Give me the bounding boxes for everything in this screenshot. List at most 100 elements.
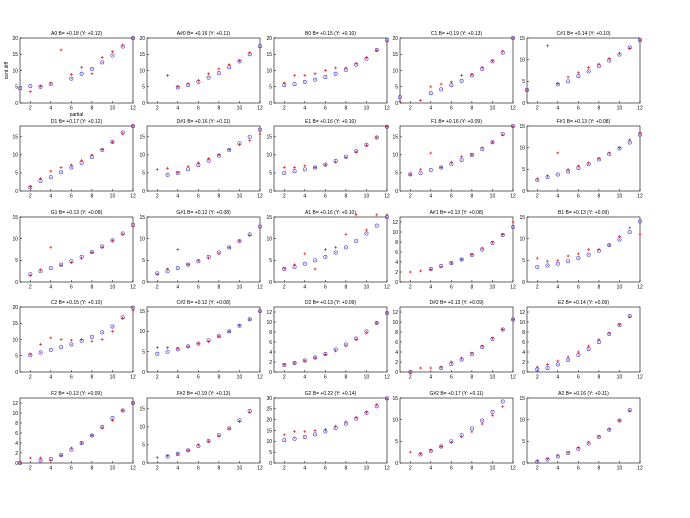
red-plus-point: [39, 268, 42, 272]
red-plus-point: [176, 452, 180, 456]
magenta-dot-point: [304, 263, 306, 265]
subplot-title: A2 B= +0.16 (Y: +0.11): [558, 391, 609, 397]
red-plus-point: [501, 133, 505, 137]
y-tick-label: 10: [266, 439, 272, 445]
magenta-dot-point: [187, 168, 189, 170]
magenta-dot-point: [588, 70, 590, 72]
red-plus-point: [49, 336, 53, 340]
red-plus-point: [28, 185, 32, 189]
red-plus-point: [501, 233, 505, 236]
x-tick-label: 6: [197, 106, 200, 112]
magenta-dot-point: [259, 129, 261, 131]
magenta-dot-point: [557, 263, 559, 265]
x-tick-label: 10: [364, 106, 370, 112]
blue-circle-point: [175, 451, 180, 456]
red-plus-point: [607, 56, 611, 60]
x-tick-label: 2: [156, 285, 159, 291]
x-tick-label: 4: [429, 285, 432, 291]
y-tick-label: 12: [266, 310, 272, 316]
red-plus-point: [238, 239, 241, 243]
magenta-dot-point: [577, 354, 579, 356]
blue-circle-point: [79, 440, 84, 445]
x-tick-label: 12: [510, 194, 516, 200]
red-plus-point: [480, 146, 484, 150]
y-tick-label: 15: [266, 215, 272, 221]
magenta-dot-point: [324, 76, 326, 78]
x-tick-label: 2: [29, 375, 32, 381]
x-tick-label: 10: [617, 194, 623, 200]
red-plus-point: [100, 245, 104, 249]
y-tick-label: 0: [142, 461, 145, 467]
x-tick-label: 2: [156, 466, 159, 472]
red-plus-point: [385, 397, 389, 401]
magenta-dot-point: [567, 260, 569, 262]
magenta-dot-point: [314, 79, 316, 81]
y-tick-label: 15: [139, 52, 145, 58]
y-tick-label: 10: [392, 230, 398, 236]
subplot: F#1 B= +0.13 (Y: +0.08) 2 4 6 8 10 12 0 5 10 15: [519, 119, 643, 200]
magenta-dot-point: [101, 331, 103, 333]
red-plus-point: [607, 427, 611, 431]
red-plus-point: [293, 263, 296, 267]
magenta-dot-point: [167, 270, 168, 272]
magenta-dot-point: [324, 430, 326, 432]
red-plus-point: [344, 232, 348, 236]
red-plus-point: [480, 246, 484, 250]
red-plus-point: [344, 156, 348, 159]
magenta-dot-point: [60, 346, 62, 348]
x-tick-label: 2: [409, 466, 412, 472]
y-tick-label: 20: [266, 417, 272, 423]
red-plus-point: [155, 272, 159, 276]
blue-circle-point: [374, 135, 379, 140]
blue-circle-point: [500, 327, 505, 332]
x-tick-label: 4: [429, 375, 432, 381]
x-tick-label: 2: [29, 194, 32, 200]
x-tick-label: 10: [490, 375, 496, 381]
blue-circle-point: [313, 165, 318, 170]
x-tick-label: 6: [324, 106, 327, 112]
y-tick-label: 15: [266, 52, 272, 58]
magenta-dot-point: [132, 224, 134, 226]
magenta-dot-point: [29, 85, 31, 87]
subplot-title: D2 B= +0.13 (Y: +0.09): [305, 300, 357, 306]
magenta-dot-point: [355, 240, 357, 242]
red-plus-point: [354, 150, 358, 154]
subplot-title: B0 B= +0.15 (Y: +0.10): [305, 31, 356, 37]
magenta-dot-point: [156, 353, 158, 355]
magenta-dot-point: [335, 427, 337, 429]
red-plus-point: [207, 340, 211, 343]
blue-circle-point: [292, 82, 297, 87]
red-plus-point: [480, 344, 484, 348]
magenta-dot-point: [197, 164, 199, 166]
blue-circle-point: [323, 254, 328, 259]
y-tick-label: 5: [15, 258, 18, 264]
red-plus-point: [511, 36, 515, 40]
y-tick-label: 2: [395, 360, 398, 366]
blue-circle-point: [196, 341, 201, 346]
magenta-dot-point: [70, 167, 72, 168]
y-tick-label: 10: [519, 145, 525, 151]
red-plus-point: [419, 366, 422, 370]
red-plus-point: [100, 338, 104, 341]
blue-circle-point: [374, 223, 379, 228]
red-plus-point: [365, 331, 368, 335]
red-plus-point: [470, 153, 474, 157]
red-plus-point: [90, 72, 94, 76]
blue-circle-point: [586, 252, 591, 257]
red-plus-point: [131, 124, 135, 128]
red-plus-point: [628, 226, 632, 230]
axes-frame: [19, 37, 134, 104]
y-tick-label: 0: [269, 370, 272, 376]
x-tick-label: 4: [556, 194, 559, 200]
y-tick-label: 6: [269, 340, 272, 346]
magenta-dot-point: [450, 84, 452, 86]
magenta-dot-point: [167, 174, 168, 176]
blue-circle-point: [637, 38, 642, 43]
blue-circle-point: [469, 152, 474, 157]
red-plus-point: [587, 344, 591, 348]
red-plus-point: [111, 50, 114, 54]
red-plus-point: [196, 342, 200, 345]
x-tick-label: 8: [91, 466, 94, 472]
magenta-dot-point: [461, 159, 463, 161]
red-plus-point: [398, 99, 402, 103]
